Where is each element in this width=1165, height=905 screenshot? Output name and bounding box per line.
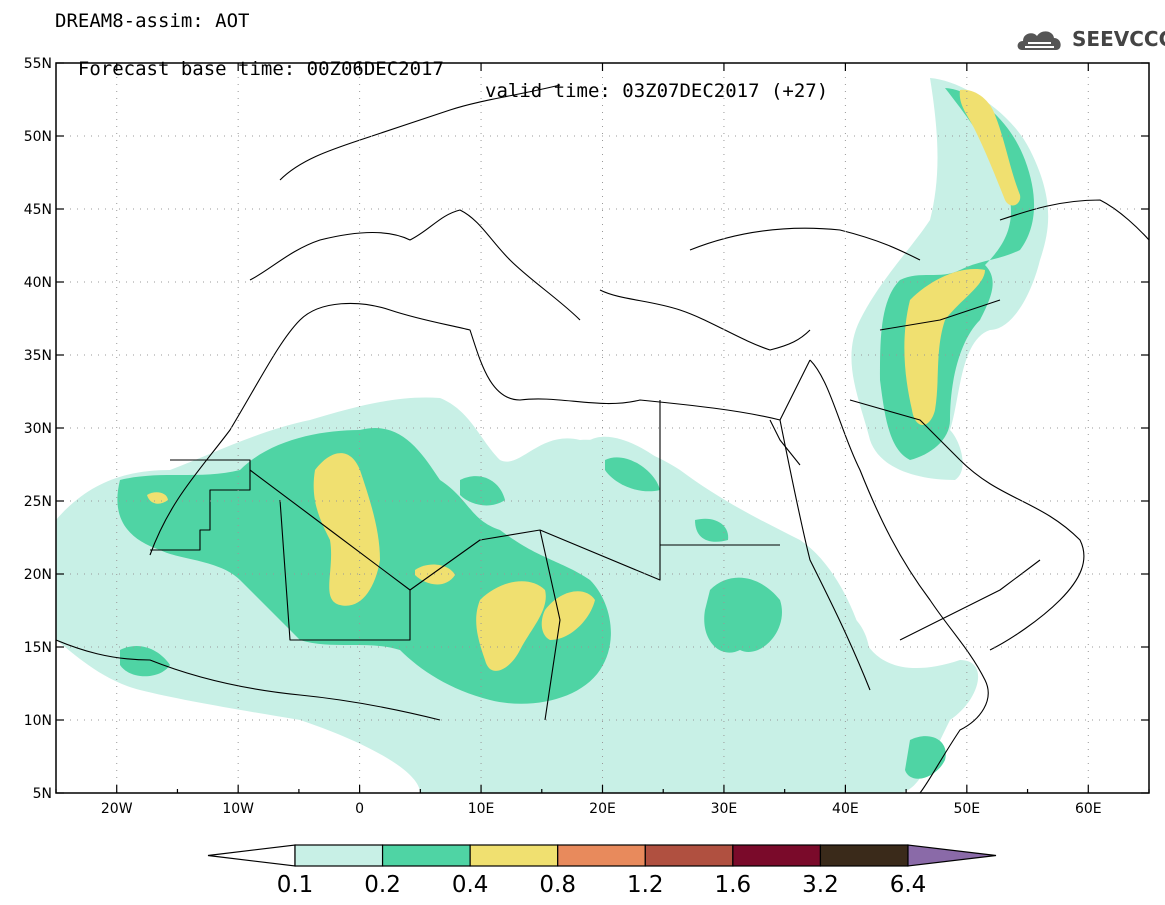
colorbar	[207, 844, 997, 867]
lon-label: 20W	[101, 801, 133, 817]
colorbar-segment	[819, 844, 909, 867]
colorbar-segment	[644, 844, 734, 867]
lon-label: 10W	[222, 801, 254, 817]
colorbar-segment	[557, 844, 646, 867]
lat-label: 40N	[24, 275, 52, 291]
lon-label: 20E	[589, 801, 616, 817]
lat-label: 50N	[24, 129, 52, 145]
lat-label: 15N	[24, 640, 52, 656]
seevccc-logo: SEEVCCC	[1072, 27, 1165, 51]
valid-time: valid time: 03Z07DEC2017 (+27)	[485, 80, 829, 102]
cloud-icon	[1017, 31, 1061, 50]
graticule	[56, 63, 1149, 793]
colorbar-segment	[381, 844, 471, 867]
colorbar-level-label: 0.4	[451, 872, 489, 898]
base-time-label: Forecast base time: 00Z06DEC2017 valid t…	[55, 36, 828, 102]
colorbar-under-arrow	[207, 844, 296, 867]
colorbar-segment	[732, 844, 822, 867]
axis-ticks	[55, 62, 1150, 794]
lat-label: 35N	[24, 348, 52, 364]
colorbar-level-label: 0.8	[539, 872, 576, 898]
lon-label: 30E	[711, 801, 738, 817]
lat-label: 45N	[24, 202, 52, 218]
colorbar-level-label: 0.2	[364, 872, 401, 898]
colorbar-level-label: 1.2	[626, 872, 664, 898]
colorbar-level-label: 1.6	[714, 872, 752, 898]
lat-label: 10N	[24, 713, 52, 729]
colorbar-level-label: 0.1	[276, 872, 314, 898]
colorbar-segment	[469, 844, 559, 867]
lon-label: 10E	[468, 801, 495, 817]
colorbar-segment	[294, 844, 384, 867]
lon-label: 40E	[832, 801, 859, 817]
map-title: DREAM8-assim: AOT	[55, 10, 250, 32]
coastlines-and-borders	[56, 84, 1149, 793]
colorbar-level-label: 3.2	[802, 872, 839, 898]
lon-label: 50E	[953, 801, 980, 817]
latitude-labels: 55N 50N 45N 40N 35N 30N 25N 20N 15N 10N 5N	[24, 56, 52, 802]
lat-label: 20N	[24, 567, 52, 583]
longitude-labels: 20W 10W 0 10E 20E 30E 40E 50E 60E	[101, 801, 1102, 817]
aot-contours	[56, 78, 1049, 793]
lat-label: 30N	[24, 421, 52, 437]
lat-label: 55N	[24, 56, 52, 72]
colorbar-over-arrow	[907, 844, 997, 867]
lon-label: 60E	[1075, 801, 1102, 817]
colorbar-level-label: 6.4	[889, 872, 927, 898]
lat-label: 5N	[33, 786, 52, 802]
lat-label: 25N	[24, 494, 52, 510]
lon-label: 0	[355, 801, 364, 817]
